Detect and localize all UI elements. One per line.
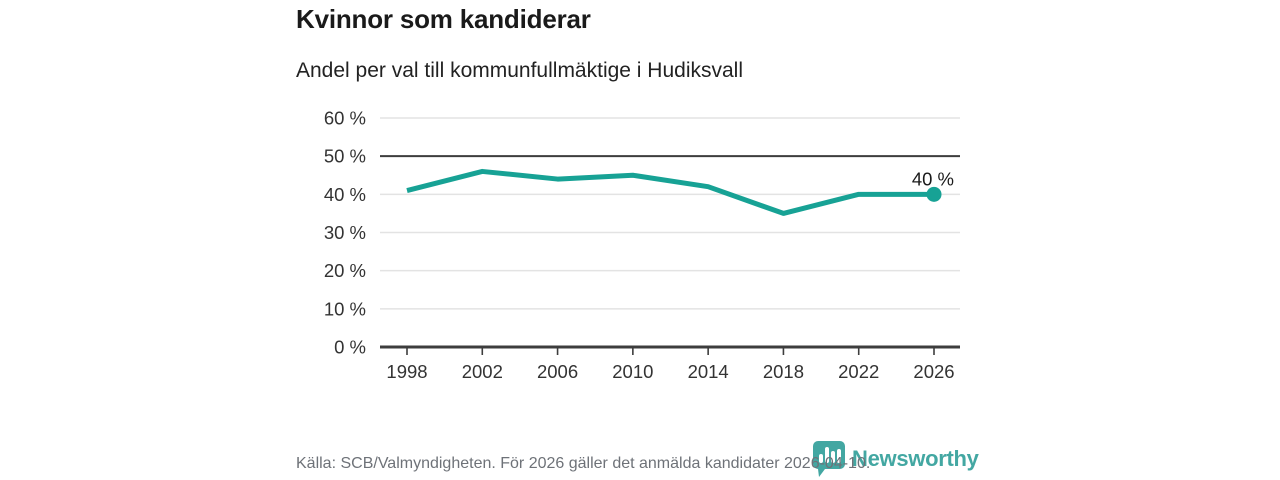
y-tick-label: 20 % — [324, 260, 366, 281]
y-tick-label: 30 % — [324, 222, 366, 243]
y-tick-label: 0 % — [334, 337, 366, 358]
data-line — [406, 168, 934, 216]
x-tick-label: 2002 — [462, 361, 503, 382]
y-tick-label: 10 % — [324, 298, 366, 319]
end-point-dot — [926, 186, 942, 202]
source-note: Källa: SCB/Valmyndigheten. För 2026 gäll… — [296, 455, 871, 472]
x-tick-label: 2018 — [763, 361, 804, 382]
bar-chart-badge-icon — [813, 441, 845, 477]
newsworthy-wordmark: Newsworthy — [852, 446, 979, 471]
end-point-label: 40 % — [912, 168, 954, 189]
x-tick-label: 2010 — [612, 361, 653, 382]
y-tick-label: 40 % — [324, 184, 366, 205]
page-title: Kvinnor som kandiderar — [296, 4, 591, 34]
x-tick-label: 1998 — [386, 361, 427, 382]
y-tick-label: 50 % — [324, 146, 366, 167]
x-tick-label: 2026 — [913, 361, 954, 382]
chart-subtitle: Andel per val till kommunfullmäktige i H… — [296, 59, 744, 82]
x-tick-label: 2014 — [688, 361, 729, 382]
x-tick-label: 2022 — [838, 361, 879, 382]
x-tick-label: 2006 — [537, 361, 578, 382]
newsworthy-logo: Newsworthy — [812, 440, 979, 478]
y-tick-label: 60 % — [324, 108, 366, 129]
